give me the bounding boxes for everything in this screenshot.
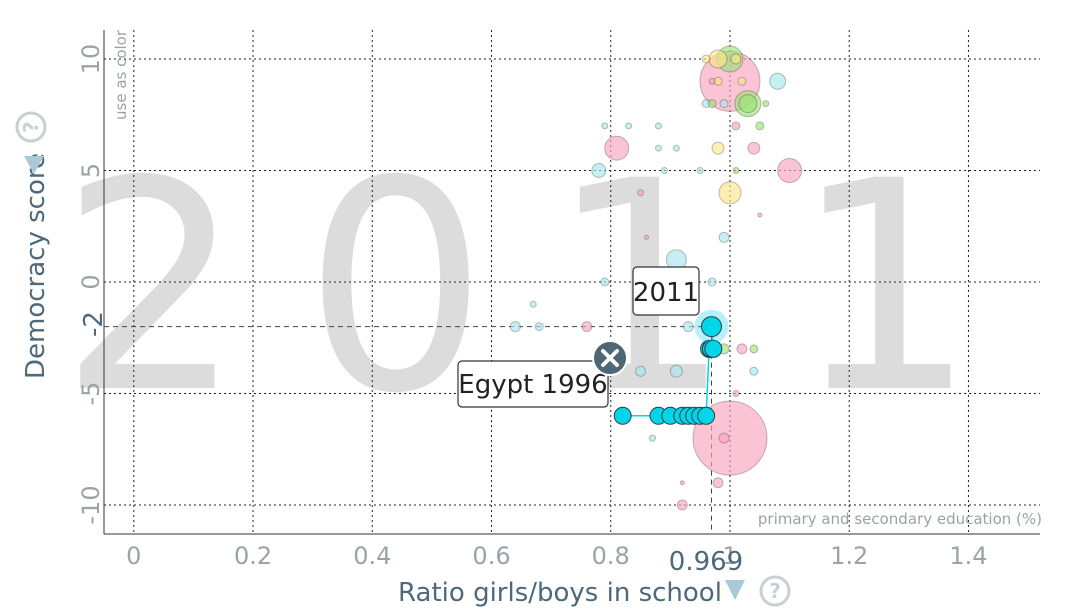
egypt-start-label-text: Egypt 1996 [458, 370, 607, 400]
country-bubble[interactable] [737, 76, 747, 86]
x-axis-help-icon[interactable]: ? [759, 575, 791, 607]
country-bubble[interactable] [712, 477, 724, 489]
country-bubble[interactable] [604, 135, 630, 161]
country-bubble[interactable] [708, 49, 728, 69]
grid [103, 30, 1040, 535]
egypt-end-label-text: 2011 [633, 278, 699, 308]
country-bubble[interactable] [747, 141, 761, 155]
egypt-trail[interactable] [613, 309, 729, 425]
question-icon: ? [19, 121, 43, 133]
x-tick-label: 0 [126, 542, 141, 570]
egypt-current-bubble[interactable] [701, 316, 723, 338]
x-tick-label: 0.6 [472, 542, 510, 570]
country-bubble[interactable] [708, 77, 716, 85]
country-bubble[interactable] [644, 234, 650, 240]
country-bubble[interactable] [672, 144, 680, 152]
country-bubble[interactable] [591, 162, 607, 178]
country-bubble[interactable] [509, 321, 521, 333]
country-bubble[interactable] [529, 300, 537, 308]
country-bubble[interactable] [701, 54, 711, 64]
country-bubble[interactable] [730, 53, 742, 65]
country-bubble[interactable] [625, 122, 633, 130]
country-bubble[interactable] [736, 343, 748, 355]
x-axis-title[interactable]: Ratio girls/boys in school [398, 578, 722, 608]
country-bubble[interactable] [637, 189, 645, 197]
country-bubble[interactable] [731, 121, 741, 131]
egypt-trail-point[interactable] [697, 406, 716, 425]
x-tick-label: 1 [722, 542, 737, 570]
country-bubble[interactable] [648, 434, 656, 442]
country-bubble[interactable] [749, 344, 759, 354]
x-axis-dropdown-icon[interactable] [725, 580, 745, 600]
egypt-start-label-box[interactable] [457, 360, 609, 408]
country-bubble[interactable] [732, 166, 740, 174]
x-axis-help-circle[interactable] [759, 575, 791, 607]
country-bubble[interactable] [676, 499, 688, 511]
x-tick-label: 0.4 [353, 542, 391, 570]
y-axis-title[interactable]: Democracy score [21, 153, 51, 379]
axis-ticks: 0 0.2 0.4 0.6 0.8 1 1.2 1.4 -10 -5 0 5 10 [77, 44, 988, 570]
y-axis-help-icon[interactable]: ? [15, 111, 47, 143]
country-bubble[interactable] [777, 157, 803, 183]
egypt-end-label-box[interactable] [632, 266, 700, 316]
y-tick-label: 10 [77, 44, 105, 75]
country-bubble[interactable] [762, 100, 770, 108]
x-tick-label: 1.2 [830, 542, 868, 570]
egypt-end-label[interactable]: 2011 [632, 266, 700, 316]
country-bubble[interactable] [534, 322, 544, 332]
egypt-trail-point[interactable] [704, 339, 723, 358]
country-bubble[interactable] [679, 480, 685, 486]
country-bubble[interactable] [738, 94, 758, 114]
country-bubble[interactable] [635, 365, 647, 377]
country-bubble[interactable] [581, 321, 593, 333]
x-highlight-value: 0.969 [669, 547, 743, 577]
x-tick-label: 1.4 [949, 542, 987, 570]
country-bubble[interactable] [769, 72, 787, 90]
country-bubble[interactable] [660, 166, 668, 174]
country-bubble[interactable] [718, 432, 730, 444]
country-bubble[interactable] [654, 144, 662, 152]
country-bubble[interactable] [654, 122, 662, 130]
country-bubble[interactable] [757, 212, 763, 218]
country-bubble[interactable] [718, 181, 742, 205]
color-note[interactable]: use as color [112, 29, 130, 120]
country-bubble[interactable] [732, 390, 740, 398]
egypt-trail-point[interactable] [613, 406, 632, 425]
y-axis-dropdown-icon[interactable] [24, 156, 44, 174]
country-bubble[interactable] [601, 122, 609, 130]
country-bubble[interactable] [696, 166, 704, 174]
x-tick-label: 0.2 [234, 542, 272, 570]
y-axis-help-circle[interactable] [15, 111, 47, 143]
close-icon[interactable] [601, 349, 619, 367]
question-icon: ? [769, 579, 781, 603]
country-bubble[interactable] [719, 99, 729, 109]
country-bubble[interactable] [682, 321, 694, 333]
country-bubble[interactable] [718, 231, 730, 243]
x-tick-label: 0.8 [592, 542, 630, 570]
egypt-start-label[interactable]: Egypt 1996 [457, 360, 609, 408]
country-bubble[interactable] [755, 121, 765, 131]
country-bubble[interactable] [669, 364, 683, 378]
country-bubble[interactable] [711, 141, 725, 155]
bubble-layer[interactable] [509, 45, 803, 511]
y-tick-label: 5 [77, 163, 105, 178]
remove-trail-button[interactable] [592, 340, 628, 376]
y-highlight-value: -2 [79, 311, 109, 337]
country-bubble[interactable] [707, 99, 717, 109]
y-tick-label: -5 [77, 382, 105, 406]
country-bubble[interactable] [600, 277, 610, 287]
country-bubble[interactable] [707, 277, 717, 287]
x-axis-note: primary and secondary education (%) [758, 510, 1042, 528]
country-bubble[interactable] [749, 366, 759, 376]
y-tick-label: 0 [77, 274, 105, 289]
y-tick-label: -10 [77, 485, 105, 524]
